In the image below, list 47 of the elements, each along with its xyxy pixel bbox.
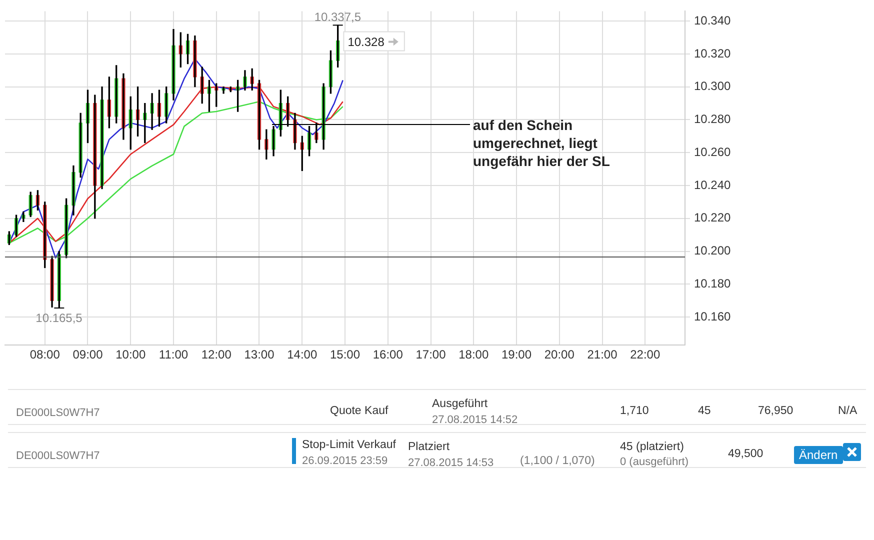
annotation: 10.337,5 xyxy=(314,10,362,24)
text: Quote Kauf xyxy=(330,405,388,417)
y-tick-label: 10.180 xyxy=(694,276,732,290)
text: 27.08.2015 14:53 xyxy=(408,457,494,469)
y-tick-label: 10.280 xyxy=(694,112,732,126)
x-tick-label: 10:00 xyxy=(116,348,146,362)
annotation: 10.165,5 xyxy=(36,311,82,325)
text: Ausgeführt xyxy=(432,398,488,410)
y-tick-label: 10.260 xyxy=(694,144,732,159)
text: DE000LS0W7H7 xyxy=(16,450,100,462)
x-tick-label: 15:00 xyxy=(330,348,360,362)
x-tick-label: 09:00 xyxy=(72,348,104,362)
x-tick-label: 20:00 xyxy=(544,348,575,362)
text: 27.08.2015 14:52 xyxy=(432,414,518,426)
x-tick-label: 14:00 xyxy=(287,348,318,362)
annotation: auf den Schein umgerechnet, liegt ungefähr hier der SL xyxy=(473,116,611,170)
x-tick-label: 11:00 xyxy=(158,348,188,362)
y-tick-label: 10.240 xyxy=(694,178,732,192)
x-tick-label: 12:00 xyxy=(201,348,232,362)
text: 26.09.2015 23:59 xyxy=(302,455,388,467)
text: N/A xyxy=(838,405,858,417)
x-tick-label: 08:00 xyxy=(30,348,60,362)
text: 1,710 xyxy=(620,405,649,417)
y-tick-label: 10.220 xyxy=(694,210,732,225)
y-tick-label: 10.160 xyxy=(694,309,732,324)
text: 76,950 xyxy=(758,405,794,417)
text: 45 (platziert) xyxy=(620,441,684,453)
y-tick-label: 10.300 xyxy=(694,79,732,94)
x-tick-label: 22:00 xyxy=(630,348,660,362)
text: DE000LS0W7H7 xyxy=(16,407,100,419)
x-tick-label: 13:00 xyxy=(244,348,275,362)
x-tick-label: 18:00 xyxy=(458,348,489,362)
x-tick-label: 16:00 xyxy=(372,348,404,362)
text: (1,100 / 1,070) xyxy=(520,455,595,467)
y-tick-label: 10.200 xyxy=(694,244,732,258)
y-tick-label: 10.320 xyxy=(694,46,732,60)
annotation: 10.328 xyxy=(348,34,384,49)
text: Platziert xyxy=(408,441,450,453)
text: 49,500 xyxy=(728,448,764,460)
x-tick-label: 19:00 xyxy=(501,348,532,362)
text: 0 (ausgeführt) xyxy=(620,456,688,468)
x-tick-label: 21:00 xyxy=(587,348,618,362)
text: Ändern xyxy=(794,446,843,464)
y-tick-label: 10.340 xyxy=(694,13,732,28)
text: Stop-Limit Verkauf xyxy=(302,439,396,451)
x-tick-label: 17:00 xyxy=(416,348,446,362)
text: 45 xyxy=(698,405,711,417)
